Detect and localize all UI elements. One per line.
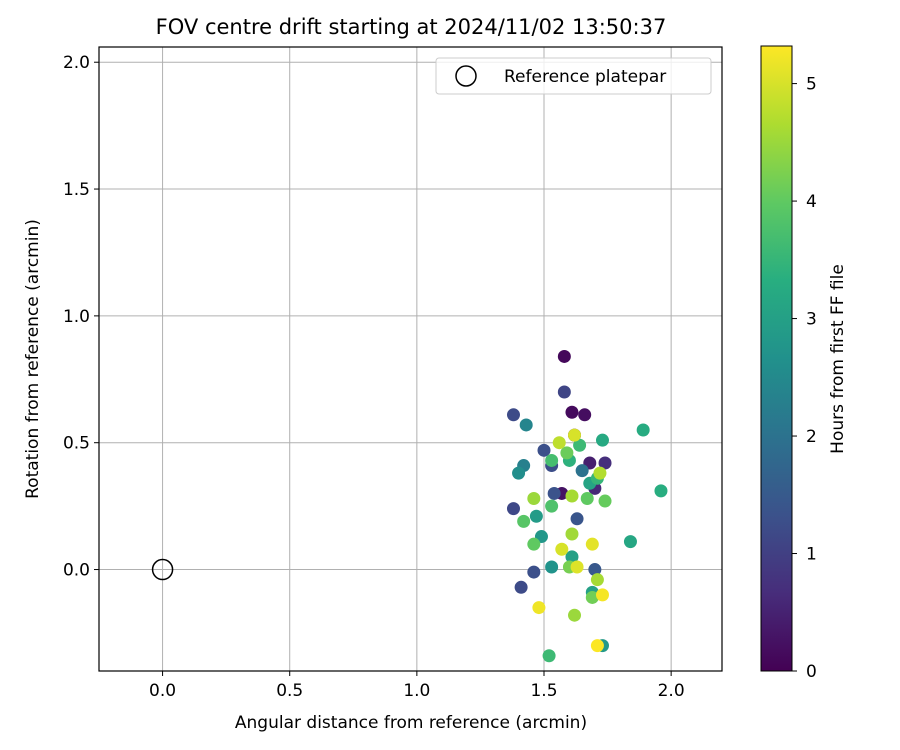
scatter-point	[527, 492, 541, 506]
axis-ticks: 0.0 0.5 1.0 1.5 2.0 0.0 0.5 1.0 1.5 2.0	[63, 53, 685, 701]
data-markers	[151, 349, 668, 663]
scatter-point	[532, 601, 546, 615]
legend-box	[435, 57, 712, 95]
scatter-point	[595, 433, 609, 447]
legend-label-reference: Reference platepar	[504, 67, 666, 87]
scatter-point	[654, 484, 668, 498]
scatter-point	[590, 639, 604, 653]
plot-area: 0.0 0.5 1.0 1.5 2.0 0.0 0.5 1.0 1.5 2.0	[63, 46, 723, 701]
y-tick-label: 2.0	[63, 53, 90, 73]
scatter-point	[545, 560, 559, 574]
y-tick-label: 1.5	[63, 180, 90, 200]
scatter-point	[512, 466, 526, 480]
scatter-point	[517, 514, 531, 528]
colorbar-tick-label: 2	[806, 427, 817, 447]
scatter-point	[565, 405, 579, 419]
scatter-point	[557, 349, 571, 363]
scatter-point	[570, 560, 584, 574]
scatter-point	[506, 408, 520, 422]
scatter-point	[506, 502, 520, 516]
scatter-point	[595, 588, 609, 602]
scatter-point	[593, 466, 607, 480]
scatter-point	[585, 537, 599, 551]
y-tick-label: 0.5	[63, 434, 90, 454]
scatter-point	[542, 649, 556, 663]
scatter-point	[545, 499, 559, 513]
scatter-point	[552, 436, 566, 450]
legend: Reference platepar	[435, 57, 712, 95]
x-tick-label: 1.5	[530, 681, 557, 701]
scatter-point	[568, 428, 582, 442]
y-axis-label: Rotation from reference (arcmin)	[23, 219, 43, 499]
scatter-point	[545, 453, 559, 467]
y-tick-label: 0.0	[63, 561, 90, 581]
scatter-point	[598, 494, 612, 508]
scatter-point	[560, 446, 574, 460]
scatter-point	[565, 527, 579, 541]
scatter-point	[636, 423, 650, 437]
scatter-point	[557, 385, 571, 399]
y-tick-label: 1.0	[63, 307, 90, 327]
scatter-point	[573, 438, 587, 452]
scatter-point	[529, 509, 543, 523]
scatter-point	[519, 418, 533, 432]
scatter-point	[537, 443, 551, 457]
scatter-point	[555, 542, 569, 556]
scatter-point	[570, 512, 584, 526]
colorbar: 0 1 2 3 4 5 Hours from first FF file	[760, 45, 848, 682]
reference-platepar-marker	[151, 558, 174, 581]
scatter-point	[590, 573, 604, 587]
scatter-point	[580, 492, 594, 506]
scatter-point	[578, 408, 592, 422]
scatter-point	[527, 537, 541, 551]
scatter-point	[585, 590, 599, 604]
scatter-point	[514, 580, 528, 594]
colorbar-tick-label: 3	[806, 310, 817, 330]
plot-background	[99, 47, 722, 671]
x-tick-label: 0.0	[149, 681, 176, 701]
x-axis-label: Angular distance from reference (arcmin)	[235, 713, 587, 733]
colorbar-tick-label: 0	[806, 662, 817, 682]
scatter-point	[598, 456, 612, 470]
scatter-point	[568, 608, 582, 622]
colorbar-gradient	[760, 45, 793, 672]
scatter-point	[623, 535, 637, 549]
scatter-point	[565, 489, 579, 503]
x-tick-label: 1.0	[403, 681, 430, 701]
x-tick-label: 0.5	[276, 681, 303, 701]
scatter-point	[547, 486, 561, 500]
x-tick-label: 2.0	[658, 681, 685, 701]
colorbar-label: Hours from first FF file	[828, 264, 848, 454]
colorbar-tick-label: 1	[806, 545, 817, 565]
scatter-point	[575, 464, 589, 478]
scatter-point	[527, 565, 541, 579]
colorbar-tick-label: 4	[806, 192, 817, 212]
chart-title: FOV centre drift starting at 2024/11/02 …	[156, 15, 667, 39]
scatter-point	[565, 550, 579, 564]
scatter-point	[588, 563, 602, 577]
plot-frame	[98, 46, 723, 672]
colorbar-tick-label: 5	[806, 75, 817, 95]
legend-marker-reference	[455, 65, 477, 87]
colorbar-ticks: 0 1 2 3 4 5	[792, 75, 817, 682]
